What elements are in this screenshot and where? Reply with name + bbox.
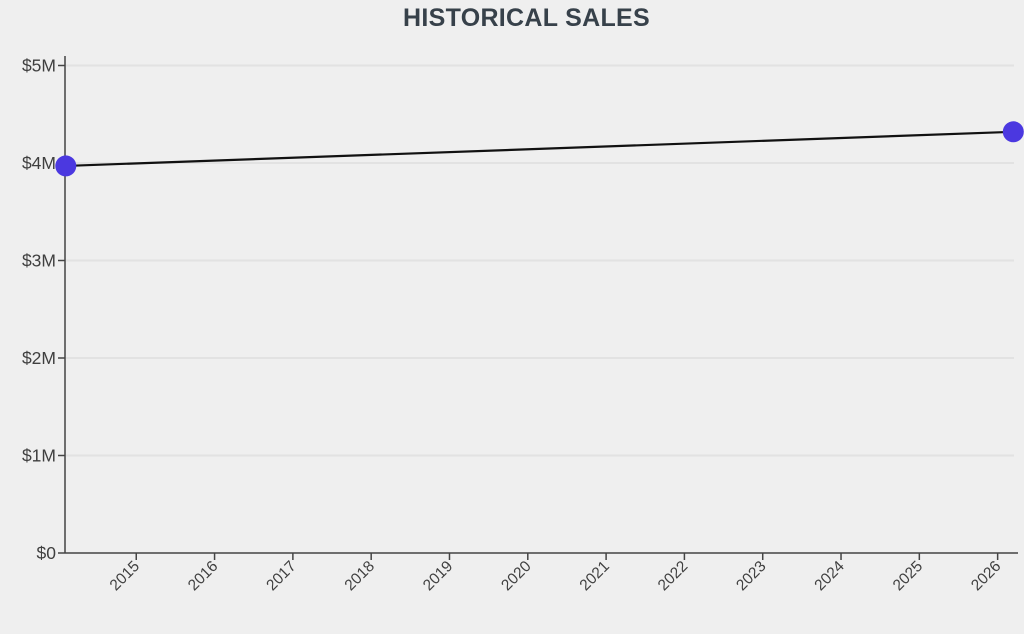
x-axis-tick-label: 2020 <box>498 558 535 595</box>
y-axis-tick-label: $5M <box>22 56 56 76</box>
x-axis-tick-label: 2021 <box>577 558 613 594</box>
y-axis-tick-label: $3M <box>22 251 56 271</box>
y-axis-tick-label: $1M <box>22 446 56 466</box>
x-axis-tick-label: 2018 <box>342 558 378 594</box>
chart-title: HISTORICAL SALES <box>403 4 650 32</box>
x-axis-tick-label: 2016 <box>185 558 221 594</box>
x-axis-tick-label: 2019 <box>420 558 456 594</box>
x-axis-tick-label: 2023 <box>733 558 769 594</box>
x-axis-tick-label: 2015 <box>107 558 143 594</box>
x-axis-tick-label: 2026 <box>968 558 1004 594</box>
y-axis-tick-label: $4M <box>22 153 56 173</box>
x-axis-tick-label: 2022 <box>655 558 691 594</box>
sales-data-point[interactable] <box>55 155 77 177</box>
y-axis-tick-label: $0 <box>37 543 57 563</box>
x-axis-tick-label: 2024 <box>811 558 848 595</box>
sales-line <box>65 130 1014 168</box>
x-axis-tick-label: 2025 <box>890 558 926 594</box>
sales-data-point[interactable] <box>1002 121 1024 143</box>
x-axis-tick-label: 2017 <box>263 558 299 594</box>
y-axis-tick-label: $2M <box>22 348 56 368</box>
